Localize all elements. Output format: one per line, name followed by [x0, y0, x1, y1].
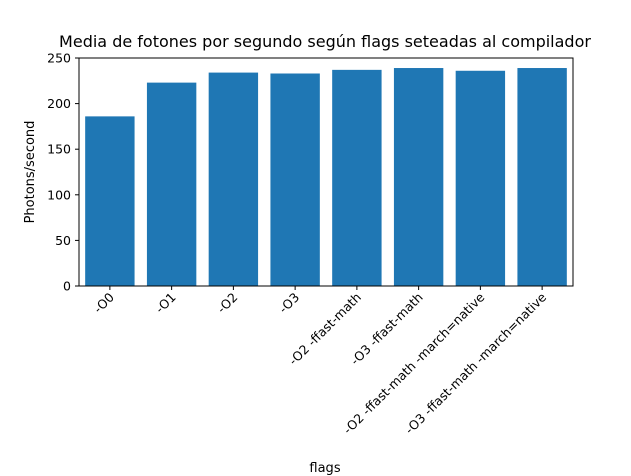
bar-0: [85, 116, 135, 287]
x-axis-ticks: -O0 -O1 -O2 -O3-O2 -ffast-math-O3 -ffast-ma…: [90, 286, 549, 437]
plot-frame: [78, 57, 574, 287]
bars-layer: [85, 68, 567, 287]
bar-7: [517, 68, 567, 286]
y-tick-label: 200: [47, 96, 71, 111]
x-tick-label: -O0: [90, 289, 117, 316]
bar-3: [270, 73, 320, 286]
y-tick-label: 0: [63, 279, 71, 294]
bar-6: [455, 70, 506, 287]
x-axis-label: flags: [309, 461, 340, 476]
bar-2: [208, 72, 259, 286]
bar-5: [393, 68, 444, 286]
y-axis-label: Photons/second: [23, 121, 38, 224]
y-tick-label: 100: [47, 187, 71, 202]
x-tick-label: -O1: [152, 290, 179, 317]
y-tick-label: 50: [55, 233, 71, 248]
y-tick-label: 150: [47, 142, 71, 157]
x-tick-label: -O2: [214, 290, 241, 317]
bar-4: [332, 69, 382, 286]
y-axis-ticks: 0 50 100 150 200 250: [47, 51, 79, 294]
y-tick-label: 250: [47, 51, 71, 66]
bar-1: [146, 82, 197, 287]
chart-title: Media de fotones por segundo según flags…: [59, 32, 591, 51]
x-tick-label: -O3: [276, 290, 303, 317]
